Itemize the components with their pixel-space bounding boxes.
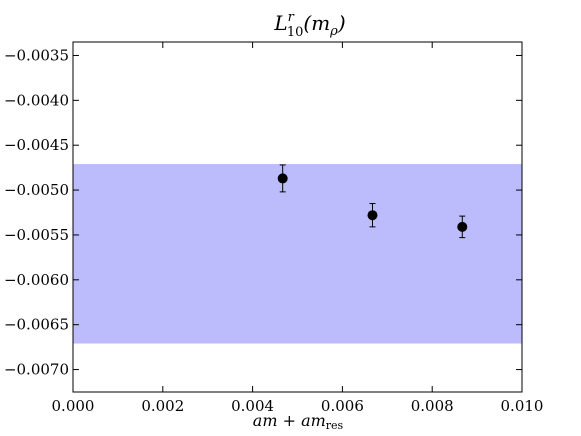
x-tick-label: 0.008 bbox=[411, 397, 454, 415]
x-tick-label: 0.000 bbox=[52, 397, 95, 415]
y-tick-label: −0.0065 bbox=[4, 316, 69, 334]
title-sup: r bbox=[288, 10, 295, 25]
y-tick-label: −0.0045 bbox=[4, 136, 69, 154]
x-tick-label: 0.010 bbox=[501, 397, 544, 415]
xlabel-main: am + am bbox=[253, 411, 326, 430]
title-arg-sub: ρ bbox=[329, 24, 338, 39]
x-tick-label: 0.006 bbox=[321, 397, 364, 415]
title-arg-close: ) bbox=[337, 11, 346, 35]
title-arg-open: (m bbox=[303, 11, 330, 35]
x-axis-label: am + amres bbox=[253, 411, 344, 432]
title-sub: 10 bbox=[287, 25, 304, 40]
data-point bbox=[277, 173, 288, 184]
data-point bbox=[367, 210, 378, 221]
plot-area: 0.000 0.002 0.004 0.006 0.008 0.010 −0.0035 −0.… bbox=[4, 41, 544, 415]
x-tick-label: 0.004 bbox=[231, 397, 274, 415]
y-tick-label: −0.0070 bbox=[4, 361, 69, 379]
confidence-band bbox=[73, 164, 522, 344]
y-tick-label: −0.0035 bbox=[4, 46, 69, 64]
x-tick-label: 0.002 bbox=[141, 397, 184, 415]
y-tick-label: −0.0050 bbox=[4, 181, 69, 199]
title-main: L bbox=[273, 11, 287, 35]
y-tick-label: −0.0055 bbox=[4, 226, 69, 244]
y-tick-label: −0.0060 bbox=[4, 271, 69, 289]
plot-frame bbox=[72, 41, 523, 393]
chart-title: Lr 10(mρ) bbox=[273, 10, 345, 40]
data-point bbox=[457, 221, 468, 232]
y-tick-label: −0.0040 bbox=[4, 91, 69, 109]
xlabel-sub: res bbox=[326, 419, 344, 432]
